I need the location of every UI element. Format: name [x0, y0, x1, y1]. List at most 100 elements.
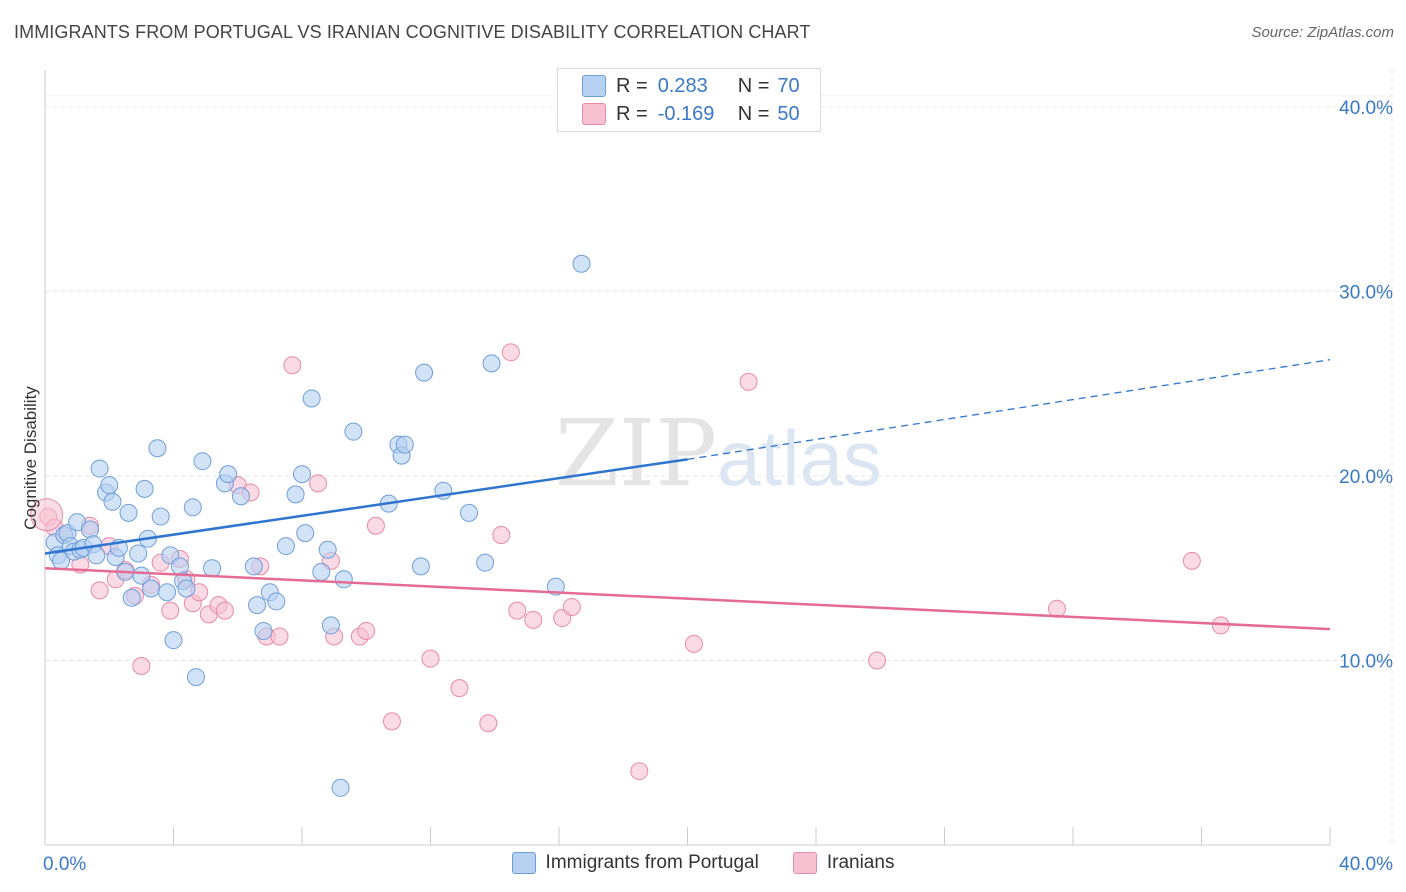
point-portugal — [122, 588, 141, 607]
point-iranians — [524, 610, 543, 629]
point-portugal — [129, 544, 148, 563]
axes — [44, 70, 1331, 846]
chart-title: IMMIGRANTS FROM PORTUGAL VS IRANIAN COGN… — [14, 22, 811, 42]
source-credit: Source: ZipAtlas.com — [1251, 24, 1394, 41]
legend-r-label: R = — [616, 74, 648, 97]
point-iranians — [1182, 551, 1201, 570]
series-legend-iranians[interactable]: Iranians — [792, 852, 895, 874]
point-portugal — [331, 778, 350, 797]
watermark-zip: ZIP — [555, 400, 718, 507]
point-iranians — [161, 601, 180, 620]
point-iranians — [868, 651, 887, 670]
point-iranians — [739, 372, 758, 391]
point-portugal — [276, 537, 295, 556]
point-portugal — [186, 668, 205, 687]
point-portugal — [302, 389, 321, 408]
trend-line-iranians — [44, 566, 1331, 631]
y-axis-label: Cognitive Disability — [21, 386, 40, 530]
point-portugal — [296, 524, 315, 543]
point-portugal — [170, 557, 189, 576]
point-portugal — [244, 557, 263, 576]
legend-r-label: R = — [616, 102, 648, 125]
point-portugal — [415, 363, 434, 382]
point-iranians — [366, 516, 385, 535]
point-portugal — [572, 254, 591, 273]
point-portugal — [231, 487, 250, 506]
point-iranians — [270, 627, 289, 646]
trend-line-portugal-extension — [687, 359, 1331, 460]
point-portugal — [219, 465, 238, 484]
point-portugal — [334, 570, 353, 589]
point-portugal — [248, 596, 267, 615]
point-portugal — [148, 439, 167, 458]
point-portugal — [142, 579, 161, 598]
point-portugal — [254, 621, 273, 640]
point-portugal — [151, 507, 170, 526]
series-swatch-iranians — [792, 852, 817, 874]
point-iranians — [132, 657, 151, 676]
point-portugal — [411, 557, 430, 576]
point-iranians-large — [30, 498, 64, 532]
legend-r-value: 0.283 — [657, 74, 708, 97]
data-points — [30, 254, 1230, 797]
series-swatch-portugal — [511, 852, 536, 874]
x-tick-label: 0.0% — [43, 854, 86, 875]
watermark: ZIPatlas — [555, 400, 882, 507]
point-portugal — [318, 540, 337, 559]
y-tick-label: 40.0% — [1339, 98, 1393, 119]
point-portugal — [103, 492, 122, 511]
point-iranians — [508, 601, 527, 620]
point-portugal — [119, 503, 138, 522]
correlation-legend: R = 0.283 N = 70 R = -0.169 N = 50 — [557, 68, 821, 132]
point-iranians — [479, 714, 498, 733]
point-iranians — [421, 649, 440, 668]
y-tick-label: 30.0% — [1339, 282, 1393, 303]
point-portugal — [344, 422, 363, 441]
point-portugal — [312, 562, 331, 581]
watermark-atlas: atlas — [717, 414, 882, 502]
legend-swatch-iranians — [582, 103, 606, 125]
x-tick-label: 40.0% — [1339, 854, 1393, 875]
point-iranians — [630, 762, 649, 781]
point-iranians — [215, 601, 234, 620]
series-name-portugal: Immigrants from Portugal — [545, 852, 759, 873]
legend-n-label: N = — [737, 102, 770, 125]
legend-n-value: 70 — [777, 74, 800, 97]
trend-line-portugal — [44, 458, 688, 555]
point-portugal — [476, 553, 495, 572]
point-portugal — [90, 459, 109, 478]
legend-n-label: N = — [737, 74, 770, 97]
point-portugal — [164, 631, 183, 650]
point-iranians — [90, 581, 109, 600]
point-portugal — [87, 546, 106, 565]
point-portugal — [395, 435, 414, 454]
trend-lines — [44, 359, 1331, 631]
point-portugal — [158, 583, 177, 602]
series-name-iranians: Iranians — [826, 852, 895, 873]
point-portugal — [460, 503, 479, 522]
y-tick-label: 20.0% — [1339, 467, 1393, 488]
point-iranians — [382, 712, 401, 731]
y-tick-label: 10.0% — [1339, 651, 1393, 672]
point-portugal — [193, 452, 212, 471]
legend-n-value: 50 — [777, 102, 800, 125]
point-portugal — [482, 354, 501, 373]
point-portugal — [100, 476, 119, 495]
legend-row-iranians: R = -0.169 N = 50 — [582, 101, 800, 127]
point-iranians — [562, 597, 581, 616]
point-portugal — [177, 579, 196, 598]
point-portugal — [135, 479, 154, 498]
point-portugal — [321, 616, 340, 635]
point-portugal — [546, 577, 565, 596]
legend-swatch-portugal — [582, 75, 606, 97]
point-iranians — [501, 343, 520, 362]
point-portugal — [267, 592, 286, 611]
point-iranians — [309, 474, 328, 493]
point-iranians — [357, 621, 376, 640]
point-iranians — [283, 356, 302, 375]
point-portugal — [293, 465, 311, 484]
series-legend-portugal[interactable]: Immigrants from Portugal — [511, 852, 759, 874]
legend-r-value: -0.169 — [657, 102, 715, 125]
axis-labels: 10.0% 20.0% 30.0% 40.0% 0.0% 40.0% Cognitive D… — [21, 98, 1393, 875]
